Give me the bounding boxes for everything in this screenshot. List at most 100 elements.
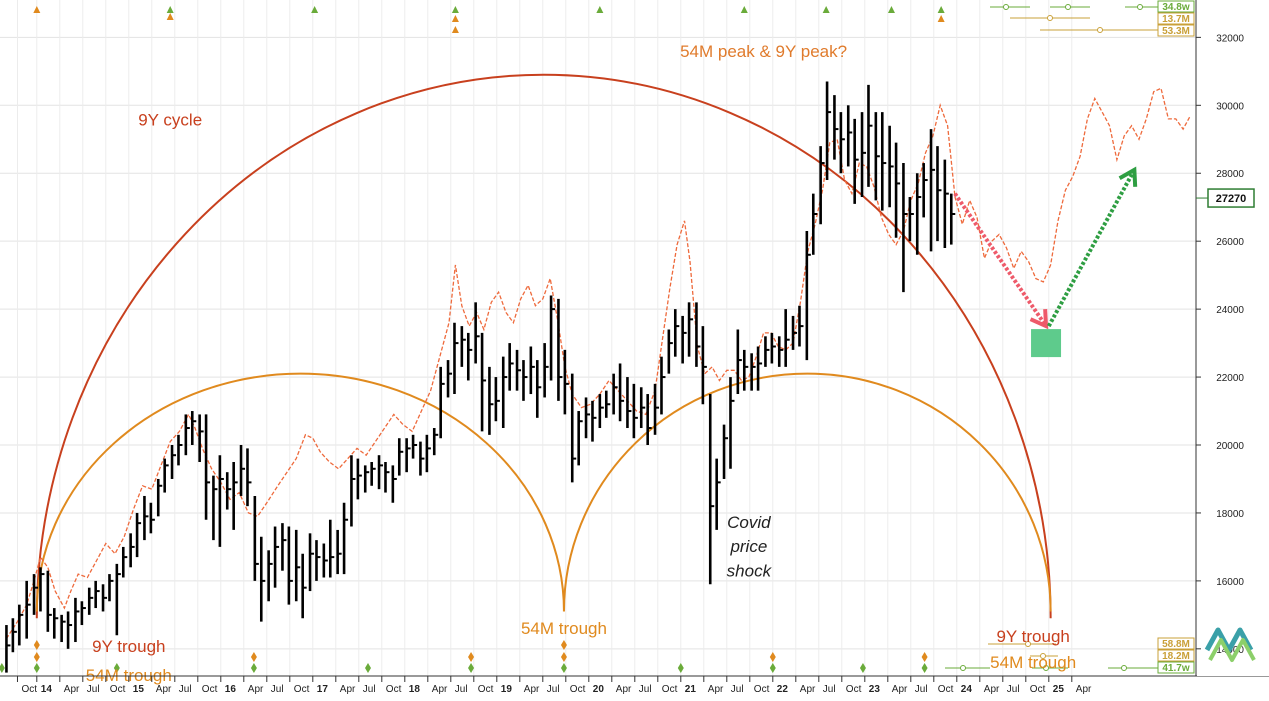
price-bar xyxy=(336,529,342,575)
x-tick-label: 18 xyxy=(409,684,421,695)
price-bar xyxy=(32,574,39,615)
price-bar xyxy=(218,455,224,547)
price-bar xyxy=(121,546,128,578)
annotation-label: shock xyxy=(727,561,773,580)
price-bar xyxy=(239,445,246,496)
price-bar xyxy=(591,400,597,442)
price-bar xyxy=(557,298,563,401)
price-bar xyxy=(411,434,418,459)
price-bar xyxy=(446,360,453,398)
period-tag xyxy=(1157,12,1195,25)
x-tick-label: Apr xyxy=(892,684,908,695)
price-bar xyxy=(129,533,135,568)
x-tick-label: 17 xyxy=(317,684,329,695)
price-bar xyxy=(66,611,73,649)
price-bar xyxy=(522,360,528,401)
price-bar xyxy=(322,543,328,578)
x-tick-label: Apr xyxy=(616,684,632,695)
price-bar xyxy=(11,618,17,653)
price-bar xyxy=(604,390,611,418)
logo-mark-icon xyxy=(1204,627,1254,653)
price-bar xyxy=(626,377,632,429)
target-box xyxy=(1031,329,1062,358)
y-tick-label: 30000 xyxy=(1216,101,1244,112)
annotation-label: 54M trough xyxy=(990,653,1076,672)
cycle-marker-icon xyxy=(769,652,776,662)
cycle-marker-icon xyxy=(560,652,567,662)
price-bar xyxy=(833,95,839,160)
price-bar xyxy=(488,366,494,435)
x-tick-label: Jul xyxy=(87,684,100,695)
price-bar xyxy=(811,193,818,255)
cycle-marker-icon xyxy=(677,663,684,673)
price-bar xyxy=(764,336,770,367)
price-bar xyxy=(356,458,362,500)
price-bar xyxy=(784,309,790,367)
cycle-marker-icon xyxy=(769,663,776,673)
annotation-label: price xyxy=(729,537,767,556)
price-bar xyxy=(101,584,108,612)
x-tick-label: Jul xyxy=(731,684,744,695)
price-bar xyxy=(466,332,473,381)
price-bar xyxy=(570,373,577,483)
price-bar xyxy=(742,349,749,391)
price-bar xyxy=(880,112,887,211)
price-bar xyxy=(287,526,293,605)
x-tick-label: 21 xyxy=(685,684,697,695)
x-tick-label: Oct xyxy=(386,684,402,695)
x-tick-label: Apr xyxy=(524,684,540,695)
down-arrow-shaft xyxy=(953,192,1048,328)
price-bar xyxy=(163,458,169,493)
cycle-marker-icon xyxy=(166,13,174,20)
price-bar xyxy=(736,329,742,395)
cycle-marker-icon xyxy=(451,15,459,22)
price-bar xyxy=(143,495,149,541)
cycle-marker-icon xyxy=(250,663,257,673)
price-bar xyxy=(639,387,646,429)
cycle-marker-icon xyxy=(822,6,830,13)
period-tag-label: 58.8M xyxy=(1162,639,1190,650)
price-bar xyxy=(508,343,514,391)
x-tick-label: Jul xyxy=(179,684,192,695)
price-bar xyxy=(52,608,59,639)
cycle-marker-icon xyxy=(365,663,371,673)
annotation-label: 54M peak & 9Y peak? xyxy=(680,42,847,61)
price-bar xyxy=(328,519,335,578)
cycle-marker-icon xyxy=(740,6,748,13)
price-bar xyxy=(350,455,356,527)
price-bar xyxy=(598,394,604,429)
x-tick-label: 16 xyxy=(225,684,237,695)
x-tick-label: Oct xyxy=(202,684,218,695)
x-tick-label: Apr xyxy=(800,684,816,695)
cycle-marker-icon xyxy=(451,26,459,33)
price-bar xyxy=(515,349,522,391)
x-tick-label: 23 xyxy=(869,684,881,695)
y-tick-label: 22000 xyxy=(1216,373,1244,384)
cycle-arc-9y xyxy=(35,73,1052,619)
price-bar xyxy=(860,112,867,198)
x-tick-label: Jul xyxy=(823,684,836,695)
x-tick-label: Jul xyxy=(915,684,928,695)
period-range-dot xyxy=(1043,665,1049,671)
x-tick-label: Apr xyxy=(432,684,448,695)
period-range-dot xyxy=(1025,641,1031,647)
price-bar xyxy=(660,356,666,415)
price-bar xyxy=(308,533,315,592)
x-tick-label: 25 xyxy=(1053,684,1065,695)
period-tag-label: 53.3M xyxy=(1162,26,1190,37)
period-range-dot xyxy=(1047,15,1053,21)
price-bar xyxy=(715,458,721,530)
price-bar xyxy=(922,163,928,218)
cycle-marker-icon xyxy=(859,663,866,673)
price-bar xyxy=(46,570,52,632)
cycle-marker-icon xyxy=(451,6,459,13)
x-tick-label: 15 xyxy=(133,684,145,695)
last-price-label: 27270 xyxy=(1216,193,1247,205)
x-tick-label: Oct xyxy=(846,684,862,695)
price-bar xyxy=(584,397,591,439)
down-arrow-head xyxy=(1029,309,1049,330)
price-bar xyxy=(681,315,687,364)
period-tag-label: 34.8w xyxy=(1162,2,1189,13)
price-bar xyxy=(529,346,535,395)
